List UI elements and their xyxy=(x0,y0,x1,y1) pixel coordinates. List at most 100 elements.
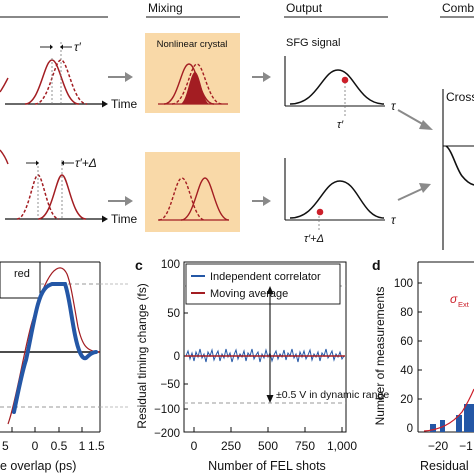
b-x-tick-label: 1 xyxy=(79,439,86,453)
c-y-tick-label: −100 xyxy=(154,404,180,416)
row1-crystal: Nonlinear crystal xyxy=(145,33,240,113)
time-axis-arrowhead xyxy=(102,215,108,223)
flow-arrowhead xyxy=(419,120,433,130)
panel-letter-d: d xyxy=(372,257,381,273)
row2-arrow-to-crystal xyxy=(108,196,133,206)
d-x-tick-label: −1 xyxy=(459,439,473,453)
delay-label: τ′+Δ xyxy=(75,156,97,170)
pulse-solid xyxy=(37,174,87,220)
row1-arrow-to-output xyxy=(252,72,271,82)
c-range-annotation: ±0.5 V in dynamic range xyxy=(276,389,389,401)
sfg-curve xyxy=(289,180,385,219)
pulse-dashed xyxy=(34,59,88,105)
flow-arrowhead xyxy=(125,72,133,82)
c-y-tick-label: 0 xyxy=(174,351,180,363)
b-x-tick-label: 0 xyxy=(32,439,39,453)
time-axis-arrowhead xyxy=(102,100,108,108)
c-x-ticks: 0 250 500 750 1,000 xyxy=(191,427,357,453)
header-mixing: Mixing xyxy=(148,1,183,15)
row1-arrow-to-crystal xyxy=(108,72,133,82)
flow-arrow-line xyxy=(397,187,425,201)
c-independent-correlator-trace xyxy=(185,348,345,363)
combined-curve xyxy=(445,145,474,186)
d-gauss-fit xyxy=(423,388,474,432)
combined-label: Cross xyxy=(446,90,474,104)
c-x-axis-label: Number of FEL shots xyxy=(208,459,326,473)
row1-arrow-to-combined xyxy=(397,109,433,130)
flow-arrowhead xyxy=(419,183,431,193)
d-y-axis-label: Number of measurements xyxy=(373,287,387,426)
b-data-points xyxy=(12,282,98,414)
c-y-axis-label: Residual timing change (fs) xyxy=(135,283,149,428)
header-combined: Comb xyxy=(442,1,474,15)
delay-arrowhead-right xyxy=(60,44,63,50)
row2-arrow-to-output xyxy=(252,196,271,206)
c-y-tick-label: −200 xyxy=(154,428,180,440)
sfg-curve xyxy=(289,69,385,105)
c-x-tick-label: 1,000 xyxy=(327,439,357,453)
sfg-marker xyxy=(316,208,324,216)
d-histogram-bar xyxy=(430,424,436,432)
crystal-label: Nonlinear crystal xyxy=(157,39,228,50)
delay-arrowhead-left xyxy=(36,160,39,166)
c-range-arrowhead-up xyxy=(266,286,274,294)
panel-c: c Residual timing change (fs) 100 50 0 −… xyxy=(135,257,389,473)
sfg-peak-label: τ′ xyxy=(337,119,344,131)
panel-letter-c: c xyxy=(135,257,143,273)
d-histogram-bar xyxy=(456,415,462,432)
row2-arrow-to-combined xyxy=(397,183,431,201)
sfg-label: SFG signal xyxy=(286,37,340,49)
d-y-tick-label: 0 xyxy=(407,423,413,435)
header-output: Output xyxy=(286,1,323,15)
c-x-tick-label: 750 xyxy=(295,439,315,453)
section-headers: Mixing Output Comb xyxy=(0,1,474,18)
d-histogram-bar xyxy=(464,404,474,432)
b-x-tick-label: 5 xyxy=(2,439,9,453)
flow-arrowhead xyxy=(263,196,271,206)
tau-axis-label: τ xyxy=(391,99,397,113)
b-x-tick-label: 1.5 xyxy=(88,439,105,453)
c-y-ticks: 100 50 0 −50 −100 −200 xyxy=(154,259,188,440)
c-y-tick-label: 100 xyxy=(161,259,180,271)
b-x-tick-label: 0.5 xyxy=(51,439,68,453)
pulse-tail-left xyxy=(0,149,9,165)
combined-panel: Cross xyxy=(442,89,474,250)
b-fit-curve xyxy=(7,267,101,425)
row1-input-pulses: Time τ′ xyxy=(0,40,138,111)
delay-arrowhead-right xyxy=(61,160,64,166)
flow-arrowhead xyxy=(125,196,133,206)
d-y-tick-label: 80 xyxy=(400,307,413,319)
pulse-tail-left xyxy=(0,77,9,93)
c-y-tick-label: 50 xyxy=(167,308,180,320)
panel-b: red 5 0 0.5 1 1.5 e overlap (ps) xyxy=(0,261,130,473)
c-x-tick-label: 0 xyxy=(191,439,198,453)
sfg-peak-label: τ′+Δ xyxy=(304,233,324,245)
crystal-pulse-solid xyxy=(180,177,230,221)
legend-label-partial: red xyxy=(14,268,30,280)
c-y-tick-label: −50 xyxy=(160,379,180,391)
row1-output: SFG signal τ τ′ xyxy=(284,37,397,131)
d-y-tick-label: 20 xyxy=(400,394,413,406)
crystal-overlap-fill xyxy=(180,72,210,104)
d-sigma-symbol: σ xyxy=(450,292,458,306)
panel-d: d Number of measurements 100 80 60 40 20… xyxy=(372,257,474,473)
d-sigma-subscript: Ext xyxy=(458,300,470,309)
delay-arrowhead-left xyxy=(50,44,53,50)
c-range-arrowhead-down xyxy=(266,395,274,403)
d-x-axis-label: Residual xyxy=(420,459,469,473)
tau-axis-label: τ xyxy=(391,213,397,227)
flow-arrowhead xyxy=(263,72,271,82)
row2-input-pulses: Time τ′+Δ xyxy=(0,149,138,226)
c-legend-box xyxy=(185,263,341,305)
d-x-tick-label: −20 xyxy=(428,439,449,453)
c-x-tick-label: 500 xyxy=(258,439,278,453)
d-y-tick-label: 100 xyxy=(394,278,413,290)
crystal-pulse-dashed xyxy=(158,177,206,221)
d-y-tick-label: 40 xyxy=(400,365,413,377)
c-legend-label-average: Moving average xyxy=(210,288,288,300)
b-x-axis-label: e overlap (ps) xyxy=(0,459,76,473)
c-legend-label-correlator: Independent correlator xyxy=(210,271,321,283)
d-y-tick-label: 60 xyxy=(400,336,413,348)
sfg-marker xyxy=(341,76,349,84)
